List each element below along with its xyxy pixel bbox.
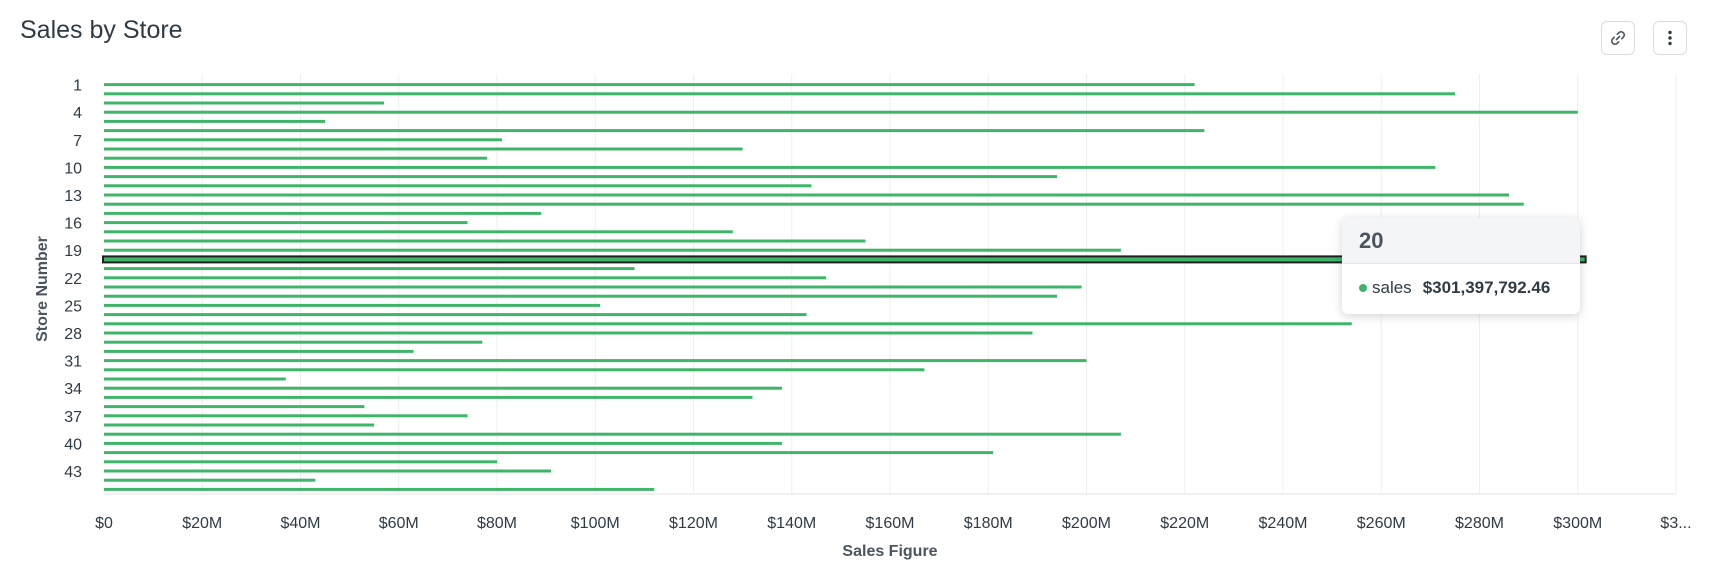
x-tick-label: $120M — [669, 515, 718, 532]
y-axis-label: Store Number — [34, 236, 51, 342]
bar — [104, 285, 1082, 289]
more-vertical-icon — [1668, 30, 1672, 46]
bar — [104, 267, 635, 271]
bar — [104, 313, 807, 317]
y-tick-label: 19 — [64, 243, 82, 260]
bar — [104, 239, 866, 243]
bar — [104, 368, 925, 372]
y-tick-label: 4 — [73, 105, 82, 122]
bar — [104, 322, 1352, 326]
x-tick-label: $20M — [182, 515, 222, 532]
bar-highlighted — [102, 255, 1587, 264]
bar — [104, 129, 1205, 133]
x-tick-label: $260M — [1357, 515, 1406, 532]
bar — [104, 248, 1121, 252]
x-tick-label: $220M — [1160, 515, 1209, 532]
bar — [104, 386, 782, 390]
bar — [104, 423, 375, 427]
x-tick-label: $180M — [964, 515, 1013, 532]
bar — [104, 405, 365, 409]
bar — [104, 340, 483, 344]
bar — [104, 478, 316, 482]
y-tick-label: 25 — [64, 298, 82, 315]
bar — [104, 202, 1524, 206]
copy-link-button[interactable] — [1601, 21, 1635, 55]
bar — [104, 156, 488, 160]
y-tick-label: 10 — [64, 160, 82, 177]
bar — [104, 451, 994, 455]
y-tick-label: 40 — [64, 436, 82, 453]
x-tick-label: $40M — [280, 515, 320, 532]
x-tick-label: $240M — [1259, 515, 1308, 532]
bar — [104, 487, 655, 491]
bar — [104, 184, 812, 188]
bar — [104, 175, 1058, 179]
bar — [104, 276, 827, 280]
bar — [104, 138, 502, 142]
y-tick-label: 34 — [64, 381, 82, 398]
y-tick-label: 13 — [64, 188, 82, 205]
y-tick-label: 1 — [73, 78, 82, 95]
tooltip-series-name: sales — [1372, 278, 1412, 297]
tooltip-title: 20 — [1342, 218, 1580, 264]
bar — [104, 101, 385, 105]
more-options-button[interactable] — [1653, 21, 1687, 55]
y-tick-label: 37 — [64, 409, 82, 426]
x-tick-label: $140M — [767, 515, 816, 532]
series-dot-icon — [1359, 284, 1367, 292]
y-tick-label: 43 — [64, 464, 82, 481]
bar — [104, 147, 743, 151]
bar — [104, 359, 1087, 363]
x-tick-label: $0 — [95, 515, 113, 532]
bar — [104, 303, 601, 307]
bar — [104, 395, 753, 399]
bar — [104, 432, 1121, 436]
bar — [104, 460, 497, 464]
bar — [104, 221, 468, 225]
x-tick-label: $60M — [379, 515, 419, 532]
bar — [104, 211, 542, 215]
bar — [104, 110, 1578, 114]
bar — [104, 414, 468, 418]
x-tick-label: $300M — [1553, 515, 1602, 532]
bar — [104, 193, 1509, 197]
tooltip-row: sales $301,397,792.46 — [1342, 264, 1580, 312]
bar — [104, 377, 286, 381]
bar — [104, 349, 414, 353]
bar — [104, 92, 1455, 96]
x-axis-label: Sales Figure — [842, 543, 937, 560]
bar — [104, 83, 1195, 87]
chart-title: Sales by Store — [20, 16, 183, 44]
x-tick-label: $3... — [1660, 515, 1691, 532]
y-tick-label: 28 — [64, 326, 82, 343]
y-tick-label: 22 — [64, 271, 82, 288]
header: Sales by Store — [0, 0, 1710, 70]
bar — [104, 230, 733, 234]
link-icon — [1610, 30, 1626, 46]
y-tick-label: 31 — [64, 354, 82, 371]
bar — [104, 441, 782, 445]
chart-tooltip: 20 sales $301,397,792.46 — [1342, 218, 1580, 314]
x-tick-label: $100M — [571, 515, 620, 532]
bar — [104, 119, 326, 123]
x-tick-label: $160M — [866, 515, 915, 532]
bar — [104, 294, 1058, 298]
x-tick-label: $80M — [477, 515, 517, 532]
y-tick-label: 16 — [64, 216, 82, 233]
bar — [104, 165, 1436, 169]
bar — [104, 469, 552, 473]
x-tick-label: $200M — [1062, 515, 1111, 532]
y-tick-label: 7 — [73, 133, 82, 150]
bar — [104, 331, 1033, 335]
x-tick-label: $280M — [1455, 515, 1504, 532]
tooltip-value: $301,397,792.46 — [1422, 278, 1551, 297]
